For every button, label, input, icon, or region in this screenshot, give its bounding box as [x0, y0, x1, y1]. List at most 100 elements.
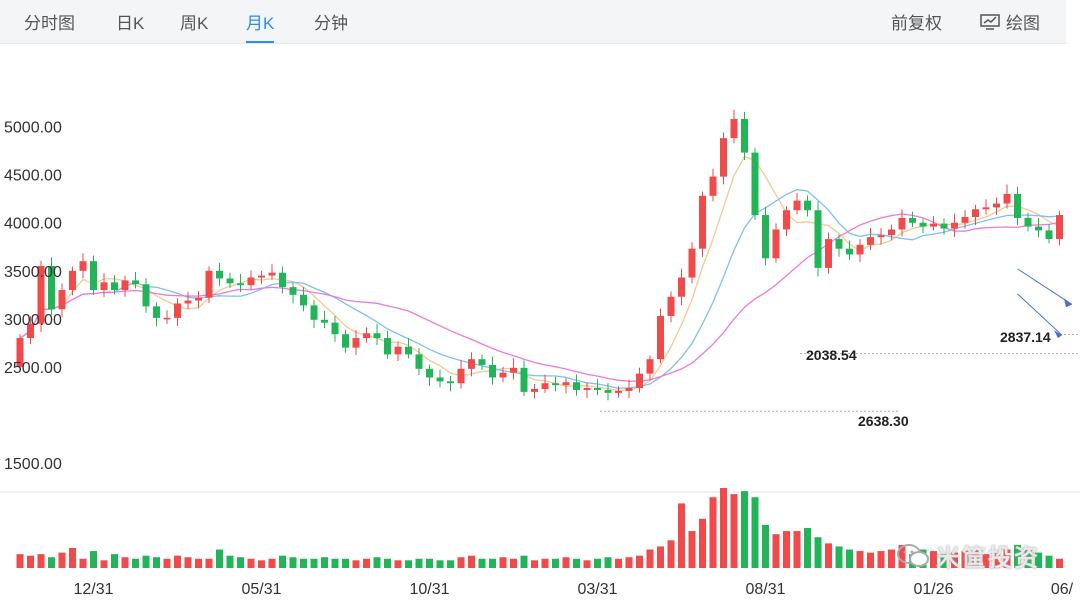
candle[interactable] [804, 195, 811, 217]
candle[interactable] [604, 383, 612, 401]
candle[interactable] [90, 255, 97, 295]
candle[interactable] [888, 224, 895, 240]
candle[interactable] [699, 191, 706, 257]
candle[interactable] [741, 111, 748, 160]
candle[interactable] [646, 355, 654, 381]
candle[interactable] [300, 287, 307, 312]
tab-week-k[interactable]: 周K [180, 14, 209, 33]
candle[interactable] [720, 132, 727, 185]
candle[interactable] [100, 273, 108, 298]
candle[interactable] [489, 356, 496, 385]
candle[interactable] [940, 218, 948, 235]
candle[interactable] [415, 348, 423, 375]
candle[interactable] [352, 329, 360, 355]
candle[interactable] [541, 374, 549, 393]
candle[interactable] [1003, 184, 1011, 209]
candle[interactable] [751, 147, 759, 220]
candle[interactable] [37, 260, 45, 332]
candle[interactable] [846, 240, 853, 260]
candle[interactable] [289, 283, 297, 304]
candle[interactable] [216, 262, 223, 286]
candle[interactable] [1056, 210, 1063, 246]
candle[interactable] [184, 291, 192, 310]
candle[interactable] [562, 378, 570, 394]
candle[interactable] [762, 206, 769, 266]
candle[interactable] [468, 352, 475, 377]
candle[interactable] [730, 109, 738, 144]
candle[interactable] [237, 273, 244, 293]
candle[interactable] [258, 270, 265, 285]
candle[interactable] [552, 376, 559, 392]
candle[interactable] [27, 316, 34, 345]
candle[interactable] [58, 283, 66, 318]
candle[interactable] [279, 266, 286, 294]
candle[interactable] [793, 193, 801, 215]
candle[interactable] [961, 210, 969, 229]
candle[interactable] [825, 232, 832, 274]
candle[interactable] [709, 168, 717, 202]
candle[interactable] [174, 298, 181, 327]
candle[interactable] [405, 338, 412, 359]
candle[interactable] [1014, 186, 1021, 226]
candle[interactable] [814, 201, 822, 277]
candle[interactable] [48, 257, 55, 315]
tab-month-k[interactable]: 月K [246, 9, 275, 43]
candle[interactable] [951, 213, 958, 237]
candle[interactable] [993, 197, 1000, 215]
candle[interactable] [205, 266, 213, 303]
candle[interactable] [982, 199, 990, 215]
candle[interactable] [657, 308, 664, 364]
candle[interactable] [457, 359, 465, 389]
candle[interactable] [111, 275, 118, 295]
candle[interactable] [321, 310, 328, 329]
candle[interactable] [783, 206, 790, 237]
candle[interactable] [867, 227, 874, 250]
candle[interactable] [678, 268, 685, 306]
candle[interactable] [384, 330, 391, 359]
candle[interactable] [226, 272, 234, 289]
candle[interactable] [195, 291, 202, 309]
candle[interactable] [510, 358, 517, 380]
candle[interactable] [615, 386, 622, 398]
candle[interactable] [1024, 212, 1032, 232]
candle[interactable] [1045, 224, 1053, 244]
candle[interactable] [919, 218, 927, 234]
tab-minute[interactable]: 分钟 [314, 14, 348, 33]
candle[interactable] [373, 323, 381, 345]
candle[interactable] [394, 341, 402, 361]
candle[interactable] [972, 204, 979, 225]
candle[interactable] [688, 242, 696, 284]
candle[interactable] [499, 366, 507, 383]
candle[interactable] [16, 334, 24, 371]
candle[interactable] [426, 364, 433, 386]
candle[interactable] [331, 315, 339, 342]
candle[interactable] [856, 239, 864, 263]
candle[interactable] [363, 327, 370, 343]
candle[interactable] [594, 378, 601, 396]
candle[interactable] [247, 270, 255, 290]
candle[interactable] [583, 382, 591, 398]
candle[interactable] [69, 266, 76, 296]
candle[interactable] [447, 375, 454, 392]
candle[interactable] [898, 209, 906, 237]
candle[interactable] [520, 360, 528, 397]
candle[interactable] [573, 374, 580, 396]
candle[interactable] [310, 300, 318, 328]
candle[interactable] [909, 211, 916, 228]
candle[interactable] [667, 291, 675, 323]
tab-timeshare[interactable]: 分时图 [24, 14, 75, 33]
candle[interactable] [342, 329, 349, 353]
candle[interactable] [877, 228, 885, 245]
candle[interactable] [121, 275, 129, 297]
candle[interactable] [772, 223, 780, 263]
candle[interactable] [1035, 218, 1042, 238]
candle[interactable] [132, 272, 139, 289]
candle[interactable] [531, 383, 538, 399]
candle[interactable] [625, 379, 633, 399]
tab-day-k[interactable]: 日K [116, 14, 145, 33]
forward-adjust-button[interactable]: 前复权 [891, 14, 942, 33]
candle[interactable] [835, 234, 843, 257]
draw-button[interactable]: 绘图 [980, 9, 1040, 34]
candle[interactable] [478, 354, 486, 370]
candle[interactable] [79, 253, 87, 279]
